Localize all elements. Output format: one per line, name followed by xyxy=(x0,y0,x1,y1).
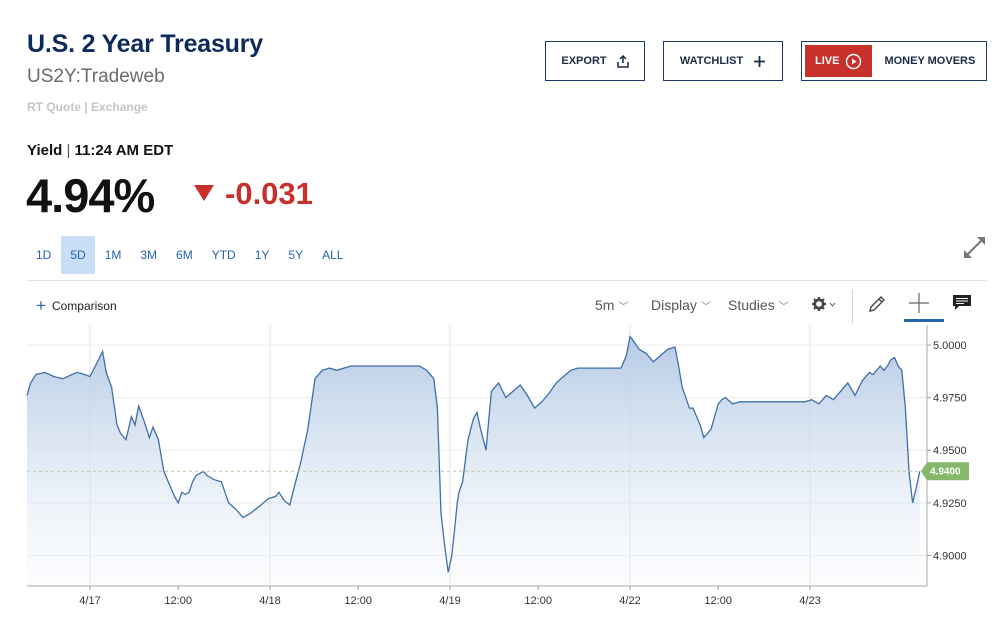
yield-separator: | xyxy=(66,142,71,159)
y-tick-label: 4.9500 xyxy=(933,445,967,457)
chevron-down-icon: ﹀ xyxy=(618,302,629,313)
x-tick-label: 4/18 xyxy=(259,595,280,607)
x-tick-label: 12:00 xyxy=(524,595,552,607)
gear-icon xyxy=(811,297,837,316)
settings-button[interactable] xyxy=(811,296,837,317)
money-movers-button[interactable]: LIVE MONEY MOVERS xyxy=(801,41,987,81)
plus-icon xyxy=(753,55,766,68)
x-tick-label: 4/23 xyxy=(799,595,820,607)
x-tick-label: 12:00 xyxy=(344,595,372,607)
studies-dropdown[interactable]: Studies ﹀ xyxy=(728,297,789,313)
live-label: LIVE xyxy=(815,55,840,67)
active-tool-indicator xyxy=(904,319,944,322)
toolbar-separator xyxy=(852,290,853,323)
ticker-symbol: US2Y:Tradeweb xyxy=(27,66,165,87)
pencil-icon xyxy=(867,296,887,318)
y-tick-label: 5.0000 xyxy=(933,340,967,352)
draw-tool-button[interactable] xyxy=(867,294,887,319)
chart-divider xyxy=(27,280,987,281)
comparison-label: Comparison xyxy=(51,299,117,313)
quote-source: RT Quote | Exchange xyxy=(27,100,148,114)
display-dropdown[interactable]: Display ﹀ xyxy=(651,297,711,313)
comment-icon xyxy=(952,295,972,316)
expand-icon[interactable] xyxy=(961,234,988,266)
range-5d[interactable]: 5D xyxy=(61,236,95,274)
yield-label: Yield xyxy=(27,142,63,159)
x-tick-label: 4/19 xyxy=(439,595,460,607)
x-tick-label: 12:00 xyxy=(164,595,192,607)
last-price: 4.94% xyxy=(26,169,155,222)
y-tick-label: 4.9000 xyxy=(933,550,967,562)
crosshair-tool-button[interactable] xyxy=(908,292,930,319)
price-area xyxy=(27,336,920,586)
live-badge: LIVE xyxy=(805,45,873,77)
annotation-tool-button[interactable] xyxy=(952,294,972,317)
range-selector: 1D 5D 1M 3M 6M YTD 1Y 5Y ALL xyxy=(27,236,353,274)
page-title: U.S. 2 Year Treasury xyxy=(27,30,263,58)
chevron-down-icon: ﹀ xyxy=(778,302,789,313)
range-1m[interactable]: 1M xyxy=(104,248,122,262)
chevron-down-icon: ﹀ xyxy=(700,302,711,313)
x-tick-label: 4/22 xyxy=(619,595,640,607)
y-tick-label: 4.9750 xyxy=(933,393,967,405)
crosshair-icon xyxy=(908,293,930,318)
yield-timestamp: Yield | 11:24 AM EDT xyxy=(27,142,173,159)
range-1y[interactable]: 1Y xyxy=(254,248,270,262)
y-tick-label: 4.9250 xyxy=(933,498,967,510)
range-5y[interactable]: 5Y xyxy=(288,248,304,262)
interval-label: 5m xyxy=(595,297,615,313)
plus-icon: + xyxy=(36,296,46,315)
money-movers-label: MONEY MOVERS xyxy=(884,55,976,67)
range-6m[interactable]: 6M xyxy=(176,248,193,262)
range-all[interactable]: ALL xyxy=(322,248,344,262)
down-triangle-icon xyxy=(193,184,215,207)
current-value-label: 4.9400 xyxy=(930,466,961,477)
range-1d[interactable]: 1D xyxy=(36,248,52,262)
watchlist-button[interactable]: WATCHLIST xyxy=(663,41,783,81)
x-tick-label: 4/17 xyxy=(79,595,100,607)
export-button[interactable]: EXPORT xyxy=(545,41,645,81)
price-line xyxy=(26,335,921,573)
interval-dropdown[interactable]: 5m ﹀ xyxy=(595,297,628,313)
range-3m[interactable]: 3M xyxy=(140,248,158,262)
x-tick-label: 12:00 xyxy=(704,595,732,607)
current-value-badge: 4.9400 xyxy=(921,462,969,481)
watchlist-label: WATCHLIST xyxy=(679,55,744,67)
quote-time: 11:24 AM EDT xyxy=(74,142,174,159)
comparison-button[interactable]: + Comparison xyxy=(36,296,117,315)
studies-label: Studies xyxy=(728,297,775,313)
price-change: -0.031 xyxy=(225,176,313,211)
range-ytd[interactable]: YTD xyxy=(211,248,236,262)
play-circle-icon xyxy=(845,53,862,70)
export-label: EXPORT xyxy=(561,55,607,67)
display-label: Display xyxy=(651,297,697,313)
share-icon xyxy=(616,54,629,68)
